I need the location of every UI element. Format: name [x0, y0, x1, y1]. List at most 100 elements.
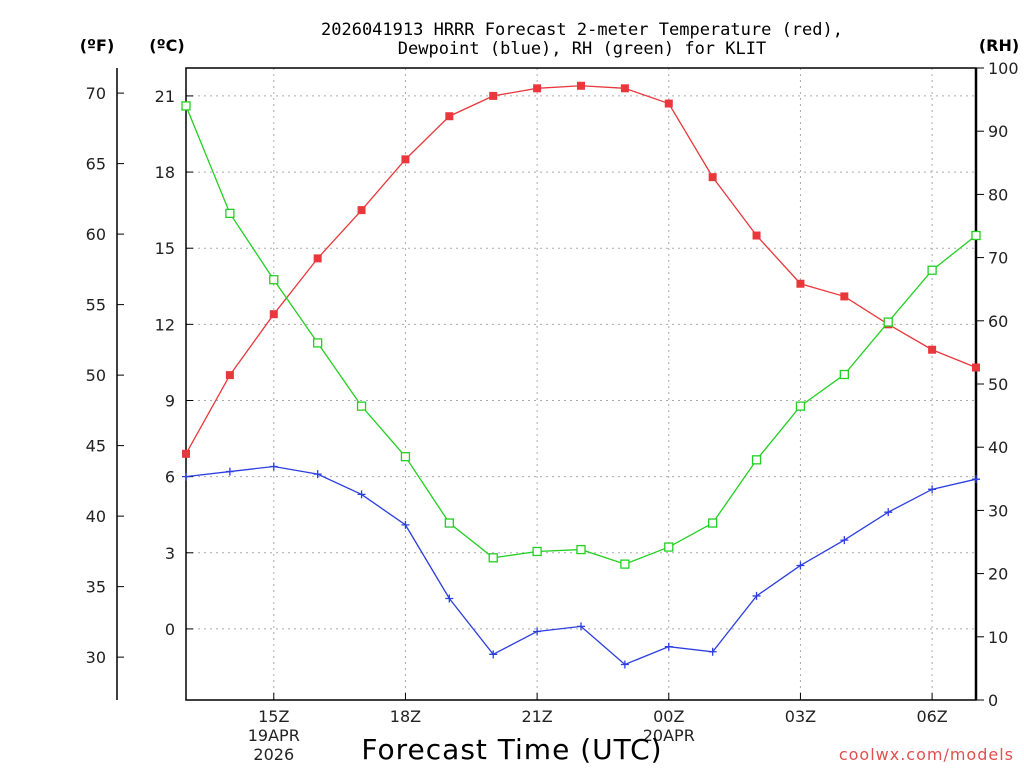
dewpoint-point — [620, 660, 629, 669]
rh-point — [620, 559, 630, 569]
x-tick-label: 15Z — [258, 707, 289, 726]
temperature-point — [708, 173, 717, 182]
x-tick-date-label: 19APR — [248, 726, 300, 745]
celsius-tick-label: 6 — [165, 468, 175, 487]
rh-point — [532, 546, 542, 557]
temperature-point — [664, 99, 673, 108]
plot-frame — [185, 67, 977, 701]
rh-point — [795, 401, 806, 411]
dewpoint-point — [972, 475, 980, 484]
temperature-point — [752, 231, 761, 240]
rh-point — [488, 553, 498, 563]
rh-point — [971, 230, 981, 241]
data-series — [181, 81, 981, 669]
rh-tick-label: 40 — [988, 438, 1008, 457]
fahrenheit-unit-label: (ºF) — [80, 36, 115, 55]
temperature-point — [445, 112, 454, 121]
dewpoint-point — [928, 485, 937, 494]
rh-tick-label: 20 — [988, 565, 1008, 584]
credit-link[interactable]: coolwx.com/models — [839, 745, 1014, 764]
temperature-point — [533, 84, 542, 93]
temperature-point — [401, 155, 410, 164]
celsius-tick-label: 18 — [155, 163, 175, 182]
rh-tick-label: 30 — [988, 501, 1008, 520]
grid-lines — [186, 68, 976, 700]
fahrenheit-tick-label: 60 — [86, 225, 106, 244]
dewpoint-point — [840, 536, 849, 545]
rh-tick-label: 70 — [988, 249, 1008, 268]
rh-tick-label: 50 — [988, 375, 1008, 394]
rh-tick-label: 80 — [988, 185, 1008, 204]
celsius-tick-label: 3 — [165, 544, 175, 563]
chart-title-line1: 2026041913 HRRR Forecast 2-meter Tempera… — [321, 20, 843, 40]
rh-point — [883, 317, 893, 327]
fahrenheit-tick-label: 40 — [86, 507, 106, 526]
dewpoint-point — [313, 470, 322, 479]
x-tick-label: 00Z — [653, 707, 684, 726]
celsius-tick-label: 21 — [155, 87, 175, 106]
fahrenheit-tick-label: 30 — [86, 648, 106, 667]
x-tick-year-label: 2026 — [253, 745, 294, 764]
dewpoint-point — [752, 591, 761, 600]
temperature-point — [620, 84, 629, 93]
rh-unit-label: (RH) — [979, 36, 1019, 55]
temperature-point — [225, 371, 234, 380]
temperature-point — [796, 279, 805, 288]
fahrenheit-tick-label: 50 — [86, 366, 106, 385]
dewpoint-point — [796, 561, 805, 570]
celsius-tick-label: 9 — [165, 391, 175, 410]
rh-line — [185, 105, 977, 565]
axes — [116, 67, 984, 701]
x-tick-label: 21Z — [521, 707, 552, 726]
rh-point — [751, 455, 762, 465]
rh-point — [444, 518, 454, 528]
temperature-point — [313, 254, 322, 263]
temperature-point — [489, 91, 498, 100]
dewpoint-point — [269, 462, 278, 471]
rh-point — [269, 275, 279, 285]
temperature-point — [928, 345, 937, 354]
dewpoint-point — [182, 472, 190, 481]
rh-point — [313, 338, 323, 348]
x-axis-title: Forecast Time (UTC) — [361, 733, 662, 766]
dewpoint-point — [664, 642, 673, 651]
celsius-unit-label: (ºC) — [149, 36, 184, 55]
dewpoint-point — [884, 508, 893, 517]
fahrenheit-tick-label: 65 — [86, 155, 106, 174]
chart-title-line2: Dewpoint (blue), RH (green) for KLIT — [398, 39, 766, 59]
temperature-point — [182, 449, 190, 458]
x-tick-date-label: 20APR — [643, 726, 695, 745]
dewpoint-point — [401, 520, 410, 529]
temperature-point — [972, 363, 980, 372]
temperature-point — [577, 81, 585, 90]
rh-tick-label: 90 — [988, 122, 1008, 141]
tick-labels: 2118151296307065605550454035301009080706… — [86, 59, 1019, 764]
x-tick-label: 06Z — [916, 707, 947, 726]
fahrenheit-tick-label: 45 — [86, 437, 106, 456]
rh-tick-label: 0 — [988, 691, 998, 710]
dewpoint-point — [489, 650, 498, 659]
fahrenheit-tick-label: 35 — [86, 578, 106, 597]
x-tick-label: 18Z — [390, 707, 421, 726]
rh-tick-label: 10 — [988, 628, 1008, 647]
dewpoint-point — [445, 594, 454, 603]
fahrenheit-tick-label: 70 — [86, 84, 106, 103]
rh-point — [356, 401, 367, 411]
temperature-point — [840, 292, 849, 301]
dewpoint-point — [357, 490, 366, 499]
dewpoint-point — [533, 627, 542, 636]
celsius-tick-label: 15 — [155, 239, 175, 258]
rh-point — [839, 369, 849, 380]
rh-point — [225, 208, 235, 219]
temperature-line — [185, 85, 977, 455]
dewpoint-point — [577, 622, 585, 631]
dewpoint-point — [708, 647, 717, 656]
rh-point — [708, 518, 718, 528]
x-tick-label: 03Z — [785, 707, 816, 726]
dewpoint-point — [225, 467, 234, 476]
temperature-point — [357, 206, 366, 215]
temperature-point — [269, 310, 278, 319]
rh-tick-label: 100 — [988, 59, 1019, 78]
celsius-tick-label: 0 — [165, 620, 175, 639]
rh-point — [181, 101, 191, 111]
